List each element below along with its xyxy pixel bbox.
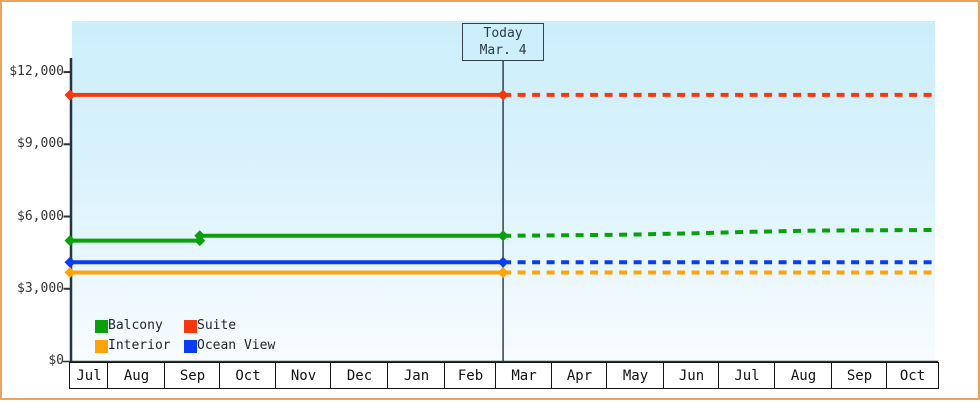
month-cell-jun: Jun [663, 362, 720, 389]
month-cell-jan: Jan [387, 362, 446, 389]
series-line-balcony-history [70, 233, 504, 243]
month-cell-sep: Sep [831, 362, 888, 389]
month-cell-aug: Aug [107, 362, 166, 389]
series-line-balcony-forecast [503, 228, 935, 238]
month-cell-oct: Oct [886, 362, 939, 389]
y-axis-label: $6,000 [17, 208, 64, 224]
month-cell-mar: Mar [495, 362, 553, 389]
legend-item-balcony: Balcony [95, 319, 184, 333]
legend-item-suite: Suite [184, 319, 275, 333]
balcony-marker [64, 235, 76, 247]
ocean-view-marker [64, 256, 76, 268]
today-annotation-line2: Mar. 4 [479, 43, 527, 58]
month-cell-aug: Aug [774, 362, 833, 389]
y-axis-label: $3,000 [17, 280, 64, 296]
y-axis-label: $12,000 [9, 64, 64, 80]
suite-marker [497, 89, 509, 101]
month-cell-oct: Oct [219, 362, 277, 389]
y-axis-label: $9,000 [17, 136, 64, 152]
month-cell-jul: Jul [69, 362, 109, 389]
month-cell-dec: Dec [330, 362, 389, 389]
legend-item-ocean-view: Ocean View [184, 339, 275, 353]
legend: Balcony Suite Interior Ocean View [95, 316, 275, 356]
today-annotation-box: Today Mar. 4 [462, 23, 545, 61]
interior-marker [64, 267, 76, 279]
y-axis-label: $0 [48, 353, 64, 368]
month-cell-jul: Jul [718, 362, 776, 389]
legend-swatch-icon [95, 339, 108, 353]
balcony-marker [497, 230, 509, 242]
balcony-marker [194, 230, 206, 242]
legend-label: Balcony [108, 318, 163, 333]
today-annotation-line1: Today [483, 26, 523, 41]
ocean-view-marker [497, 256, 509, 268]
interior-marker [497, 267, 509, 279]
suite-marker [64, 89, 76, 101]
month-cell-nov: Nov [275, 362, 332, 389]
legend-label: Interior [108, 338, 171, 353]
legend-label: Ocean View [197, 338, 276, 353]
month-cell-sep: Sep [164, 362, 221, 389]
legend-swatch-icon [95, 319, 108, 333]
legend-item-interior: Interior [95, 339, 184, 353]
legend-swatch-icon [184, 319, 197, 333]
month-cell-may: May [606, 362, 665, 389]
legend-swatch-icon [184, 339, 197, 353]
month-cell-feb: Feb [444, 362, 497, 389]
month-cell-apr: Apr [551, 362, 608, 389]
legend-label: Suite [197, 318, 237, 333]
